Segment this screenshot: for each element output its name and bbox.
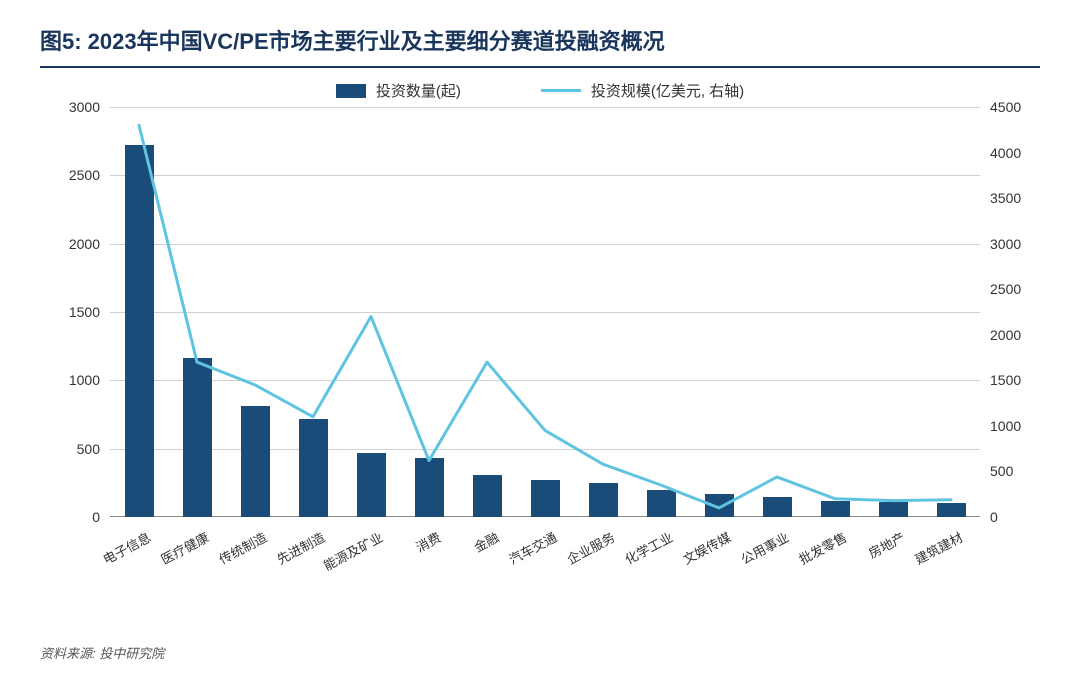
- line-series: [110, 107, 980, 517]
- x-label: 企业服务: [563, 527, 618, 568]
- legend: 投资数量(起) 投资规模(亿美元, 右轴): [40, 80, 1040, 101]
- x-label: 汽车交通: [505, 527, 560, 568]
- legend-bar-label: 投资数量(起): [376, 80, 461, 101]
- x-label: 公用事业: [737, 527, 792, 568]
- y-right-tick: 1000: [990, 418, 1080, 434]
- y-right-tick: 2000: [990, 327, 1080, 343]
- source-text: 资料来源: 投中研究院: [40, 643, 1040, 662]
- y-right-tick: 0: [990, 509, 1080, 525]
- legend-line-label: 投资规模(亿美元, 右轴): [591, 80, 744, 101]
- y-left-tick: 3000: [0, 99, 100, 115]
- y-left-tick: 1500: [0, 304, 100, 320]
- y-right-tick: 4000: [990, 145, 1080, 161]
- y-right-tick: 4500: [990, 99, 1080, 115]
- legend-bar-swatch: [336, 84, 366, 98]
- x-label: 传统制造: [215, 527, 270, 568]
- y-left-tick: 500: [0, 441, 100, 457]
- y-right-tick: 500: [990, 463, 1080, 479]
- chart-area: 0500100015002000250030000500100015002000…: [40, 107, 1040, 587]
- y-right-tick: 3500: [990, 190, 1080, 206]
- y-left-tick: 0: [0, 509, 100, 525]
- y-right-tick: 3000: [990, 236, 1080, 252]
- x-label: 批发零售: [795, 527, 850, 568]
- y-right-tick: 1500: [990, 372, 1080, 388]
- legend-line-swatch: [541, 89, 581, 92]
- x-label: 房地产: [865, 527, 908, 562]
- legend-bar-item: 投资数量(起): [336, 80, 461, 101]
- legend-line-item: 投资规模(亿美元, 右轴): [541, 80, 744, 101]
- x-label: 金融: [470, 527, 502, 556]
- x-label: 先进制造: [273, 527, 328, 568]
- y-left-tick: 1000: [0, 372, 100, 388]
- y-left-tick: 2000: [0, 236, 100, 252]
- x-label: 消费: [412, 527, 444, 556]
- chart-container: { "title": "图5: 2023年中国VC/PE市场主要行业及主要细分赛…: [0, 0, 1080, 674]
- x-label: 电子信息: [99, 527, 154, 568]
- x-label: 化学工业: [621, 527, 676, 568]
- x-label: 医疗健康: [157, 527, 212, 568]
- y-left-tick: 2500: [0, 167, 100, 183]
- title-bar: 图5: 2023年中国VC/PE市场主要行业及主要细分赛道投融资概况: [40, 24, 1040, 68]
- x-label: 能源及矿业: [320, 527, 386, 574]
- y-right-tick: 2500: [990, 281, 1080, 297]
- chart-title: 图5: 2023年中国VC/PE市场主要行业及主要细分赛道投融资概况: [40, 24, 1040, 56]
- x-label: 文娱传媒: [679, 527, 734, 568]
- x-label: 建筑建材: [911, 527, 966, 568]
- plot-region: 0500100015002000250030000500100015002000…: [110, 107, 980, 517]
